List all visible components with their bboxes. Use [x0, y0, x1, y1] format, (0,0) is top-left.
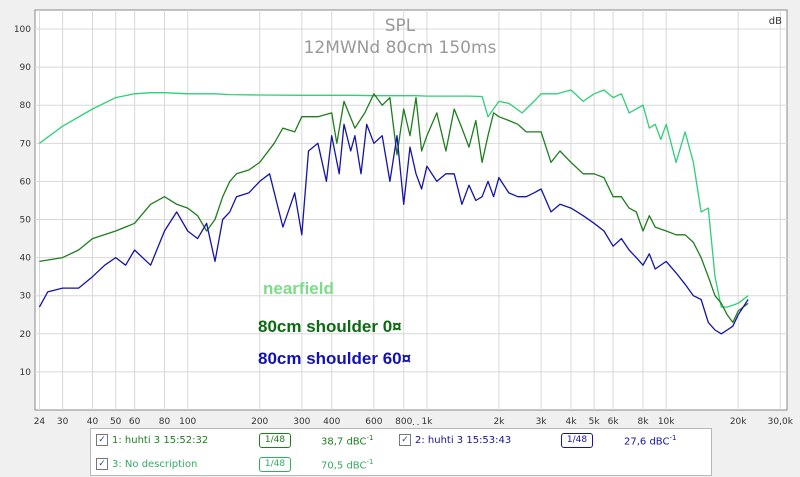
- x-tick-label: 100: [179, 417, 196, 425]
- x-tick-label: 30: [57, 417, 69, 425]
- legend-checkbox-1[interactable]: ✓: [96, 434, 108, 446]
- spl-chart[interactable]: 10 20 30 40 50 60 70 80 90 100 24 30 40 50 60 80 100 200…: [0, 0, 800, 425]
- x-tick-label: 1k: [421, 417, 433, 425]
- series-line-3: [38, 123, 749, 335]
- annotation-nearfield: nearfield: [263, 279, 334, 298]
- y-tick-label: 20: [20, 330, 32, 340]
- x-tick-label: 60: [129, 417, 141, 425]
- legend-checkbox-3[interactable]: ✓: [96, 458, 108, 470]
- y-tick-label: 30: [20, 292, 32, 302]
- y-tick-label: 60: [20, 177, 32, 187]
- x-tick-label: 2k: [493, 417, 505, 425]
- y-tick-label: 40: [20, 254, 32, 264]
- y-tick-label: 70: [20, 139, 32, 149]
- series-line-2: [39, 93, 749, 324]
- x-tick-label: 24: [34, 417, 46, 425]
- measurement-legend: ✓ 1: huhti 3 15:52:32 1/48 38,7 dBC-1 ✓ …: [90, 428, 712, 476]
- y-tick-label: 10: [20, 368, 32, 378]
- legend-value-3: 70,5 dBC-1: [321, 458, 374, 472]
- annotation-shoulder-60: 80cm shoulder 60¤: [258, 349, 411, 368]
- y-tick-label: 100: [14, 25, 31, 35]
- annotation-shoulder-0: 80cm shoulder 0¤: [258, 317, 402, 336]
- y-tick-label: 80: [20, 101, 32, 111]
- x-tick-label: 80: [159, 417, 171, 425]
- x-tick-label: 50: [110, 417, 122, 425]
- x-tick-label: 800: [395, 417, 412, 425]
- smoothing-badge-1[interactable]: 1/48: [259, 433, 291, 448]
- chart-subtitle: 12MWNd 80cm 150ms: [304, 38, 497, 58]
- x-tick-label: 4k: [565, 417, 577, 425]
- legend-value-1: 38,7 dBC-1: [321, 434, 374, 448]
- legend-item-1[interactable]: ✓ 1: huhti 3 15:52:32: [96, 433, 208, 447]
- x-unit-label: Hz: [412, 423, 425, 425]
- legend-label-1: 1: huhti 3 15:52:32: [112, 434, 209, 446]
- legend-label-2: 2: huhti 3 15:53:43: [415, 434, 512, 446]
- x-tick-label: 300: [293, 417, 310, 425]
- unit-label: dB: [769, 16, 782, 27]
- x-tick-label: 600: [365, 417, 382, 425]
- x-tick-label: 5k: [589, 417, 601, 425]
- x-tick-label: 40: [87, 417, 99, 425]
- x-tick-label: 6k: [608, 417, 620, 425]
- x-tick-label: 30,0k: [768, 417, 794, 425]
- x-tick-label: 20k: [730, 417, 747, 425]
- legend-label-3: 3: No description: [112, 458, 198, 470]
- x-tick-label: 10k: [658, 417, 675, 425]
- chart-title: SPL: [385, 16, 416, 36]
- series-lines: [38, 89, 749, 335]
- x-tick-labels: 24 30 40 50 60 80 100 200 300 400 600 800 1k 2k 3k 4k 5k…: [34, 417, 794, 425]
- legend-checkbox-2[interactable]: ✓: [399, 434, 411, 446]
- grid-lines: [35, 10, 787, 410]
- legend-item-3[interactable]: ✓ 3: No description: [96, 457, 197, 471]
- series-line-1: [39, 89, 749, 308]
- x-tick-label: 8k: [637, 417, 649, 425]
- x-tick-label: 400: [323, 417, 340, 425]
- legend-item-2[interactable]: ✓ 2: huhti 3 15:53:43: [399, 433, 511, 447]
- legend-value-2: 27,6 dBC-1: [624, 434, 677, 448]
- smoothing-badge-3[interactable]: 1/48: [259, 457, 291, 472]
- y-tick-label: 90: [20, 63, 32, 73]
- y-tick-label: 50: [20, 216, 32, 226]
- plot-area: [34, 9, 788, 411]
- y-tick-labels: 10 20 30 40 50 60 70 80 90 100: [14, 25, 31, 378]
- smoothing-badge-2[interactable]: 1/48: [561, 433, 593, 448]
- x-tick-label: 3k: [536, 417, 548, 425]
- x-tick-label: 200: [251, 417, 268, 425]
